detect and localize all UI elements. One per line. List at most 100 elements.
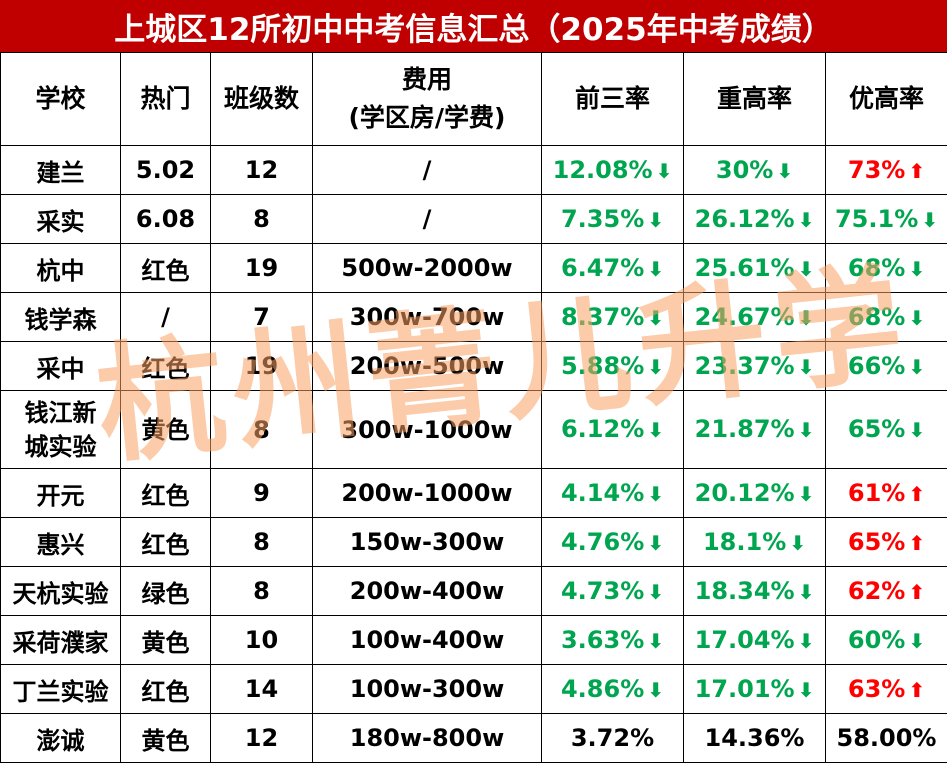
cell-quality-hs-value: 75.1% [835, 205, 918, 233]
cell-cost: 150w-300w [313, 518, 542, 567]
cell-key-hs: 30%⬇ [684, 146, 826, 195]
cell-quality-hs: 61%⬆ [826, 469, 947, 518]
cell-quality-hs: 66%⬇ [826, 342, 947, 391]
cell-school: 惠兴 [1, 518, 121, 567]
cell-cost: 200w-1000w [313, 469, 542, 518]
cell-top3-value: 6.12% [561, 415, 644, 443]
cell-key-hs-value: 24.67% [695, 303, 795, 331]
cell-top3-value: 4.76% [561, 528, 644, 556]
header-school: 学校 [1, 53, 121, 146]
arrow-down-icon: ⬇ [798, 413, 815, 447]
arrow-down-icon: ⬇ [647, 413, 664, 447]
cell-top3: 4.14%⬇ [542, 469, 684, 518]
cell-top3: 6.12%⬇ [542, 391, 684, 469]
cell-quality-hs-value: 58.00% [837, 724, 937, 752]
cell-classes: 12 [211, 146, 313, 195]
cell-popularity: 5.02 [121, 146, 211, 195]
header-top3: 前三率 [542, 53, 684, 146]
cell-school: 澎诚 [1, 714, 121, 763]
arrow-down-icon: ⬇ [647, 629, 664, 653]
cell-top3: 3.72% [542, 714, 684, 763]
cell-cost: / [313, 195, 542, 244]
cell-popularity: 红色 [121, 244, 211, 293]
cell-quality-hs-value: 68% [848, 303, 905, 331]
cell-classes: 8 [211, 518, 313, 567]
cell-key-hs-value: 25.61% [695, 254, 795, 282]
arrow-down-icon: ⬇ [908, 355, 925, 379]
cell-key-hs-value: 23.37% [695, 352, 795, 380]
cell-key-hs: 24.67%⬇ [684, 293, 826, 342]
cell-quality-hs: 63%⬆ [826, 665, 947, 714]
cell-classes: 8 [211, 391, 313, 469]
arrow-down-icon: ⬇ [798, 208, 815, 232]
arrow-down-icon: ⬇ [647, 306, 664, 330]
cell-classes: 10 [211, 616, 313, 665]
cell-quality-hs: 75.1%⬇ [826, 195, 947, 244]
cell-key-hs-value: 18.1% [703, 528, 786, 556]
header-row: 学校 热门 班级数 费用 (学区房/学费) 前三率 重高率 优高率 [1, 53, 947, 146]
cell-top3: 4.73%⬇ [542, 567, 684, 616]
cell-key-hs: 14.36% [684, 714, 826, 763]
cell-key-hs: 23.37%⬇ [684, 342, 826, 391]
cell-key-hs-value: 18.34% [695, 577, 795, 605]
arrow-down-icon: ⬇ [798, 629, 815, 653]
arrow-down-icon: ⬇ [908, 413, 925, 447]
arrow-down-icon: ⬇ [647, 531, 664, 555]
cell-quality-hs-value: 66% [848, 352, 905, 380]
arrow-down-icon: ⬇ [798, 257, 815, 281]
arrow-down-icon: ⬇ [647, 257, 664, 281]
arrow-down-icon: ⬇ [789, 531, 806, 555]
cell-quality-hs: 65%⬆ [826, 518, 947, 567]
cell-school: 钱江新城实验 [1, 391, 121, 469]
cell-popularity: 绿色 [121, 567, 211, 616]
cell-quality-hs: 58.00% [826, 714, 947, 763]
cell-key-hs: 25.61%⬇ [684, 244, 826, 293]
cell-quality-hs-value: 60% [848, 626, 905, 654]
arrow-down-icon: ⬇ [647, 355, 664, 379]
arrow-down-icon: ⬇ [908, 257, 925, 281]
cell-quality-hs: 60%⬇ [826, 616, 947, 665]
arrow-down-icon: ⬇ [798, 306, 815, 330]
cell-school: 杭中 [1, 244, 121, 293]
cell-top3-value: 8.37% [561, 303, 644, 331]
cell-top3-value: 3.63% [561, 626, 644, 654]
cell-school: 采中 [1, 342, 121, 391]
cell-popularity: 红色 [121, 342, 211, 391]
cell-popularity: 红色 [121, 469, 211, 518]
cell-classes: 8 [211, 195, 313, 244]
cell-top3-value: 6.47% [561, 254, 644, 282]
arrow-down-icon: ⬇ [908, 629, 925, 653]
arrow-down-icon: ⬇ [798, 678, 815, 702]
header-quality-hs: 优高率 [826, 53, 947, 146]
cell-top3-value: 3.72% [571, 724, 654, 752]
cell-school: 天杭实验 [1, 567, 121, 616]
cell-cost: 300w-1000w [313, 391, 542, 469]
cell-school: 开元 [1, 469, 121, 518]
arrow-down-icon: ⬇ [647, 208, 664, 232]
cell-classes: 8 [211, 567, 313, 616]
cell-key-hs: 18.1%⬇ [684, 518, 826, 567]
cell-popularity: 6.08 [121, 195, 211, 244]
cell-school: 丁兰实验 [1, 665, 121, 714]
cell-top3: 3.63%⬇ [542, 616, 684, 665]
cell-school: 建兰 [1, 146, 121, 195]
cell-quality-hs-value: 65% [848, 415, 905, 443]
cell-key-hs-value: 30% [716, 156, 773, 184]
arrow-down-icon: ⬇ [647, 678, 664, 702]
arrow-up-icon: ⬆ [908, 678, 925, 702]
arrow-down-icon: ⬇ [647, 482, 664, 506]
cell-quality-hs-value: 65% [848, 528, 905, 556]
page-title: 上城区12所初中中考信息汇总（2025年中考成绩） [0, 0, 947, 52]
cell-quality-hs: 68%⬇ [826, 293, 947, 342]
